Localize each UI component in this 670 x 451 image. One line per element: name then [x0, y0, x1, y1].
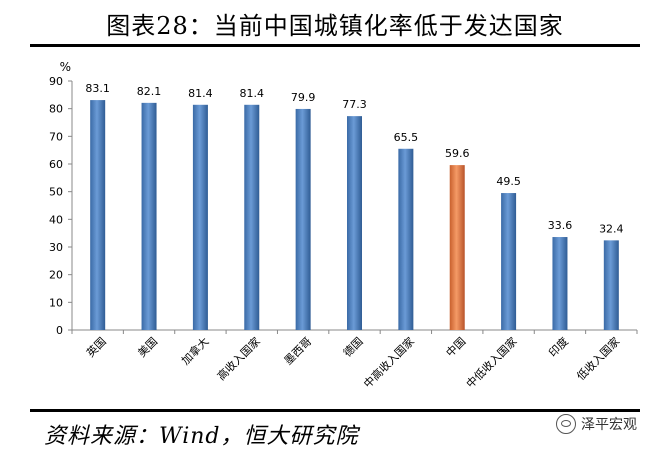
y-tick-label: 80	[49, 103, 63, 116]
watermark: 泽平宏观	[556, 414, 637, 434]
watermark-text: 泽平宏观	[581, 417, 637, 433]
y-unit-label: %	[60, 60, 71, 74]
category-label: 英国	[83, 334, 108, 359]
bar-value-label: 32.4	[599, 222, 624, 235]
bottom-rule	[30, 409, 640, 412]
y-tick-label: 30	[49, 241, 63, 254]
bar-value-label: 59.6	[445, 147, 470, 160]
category-label: 德国	[340, 334, 365, 359]
y-tick-label: 70	[49, 130, 63, 143]
bar-chart: 0 10 20 30 40 50 60 70 80 90% 83.1 82.1 81.4 81.4 79.…	[49, 60, 638, 391]
bar-6	[347, 116, 362, 331]
source-note: 资料来源：Wind，恒大研究院	[44, 424, 359, 449]
bar-7	[398, 148, 414, 330]
y-tick-label: 20	[49, 269, 63, 282]
bar-value-label: 81.4	[240, 87, 265, 100]
category-label: 低收入国家	[574, 334, 623, 383]
bar-8	[449, 165, 465, 330]
category-label: 美国	[135, 335, 160, 360]
bar-value-label: 65.5	[394, 131, 419, 144]
category-label: 中低收入国家	[463, 334, 520, 391]
y-tick-label: 10	[49, 296, 63, 309]
y-tick-label: 0	[56, 324, 63, 337]
bar-2	[141, 102, 157, 331]
category-label: 中高收入国家	[360, 334, 417, 391]
bar-value-label: 81.4	[188, 87, 213, 100]
bar-value-label: 33.6	[548, 219, 573, 232]
top-rule	[30, 44, 640, 47]
category-label: 墨西哥	[282, 335, 315, 368]
bar-4	[244, 104, 260, 330]
y-tick-label: 90	[49, 75, 63, 88]
bar-value-label: 82.1	[137, 85, 162, 98]
category-label: 中国	[444, 335, 469, 360]
y-tick-label: 50	[49, 186, 63, 199]
y-tick-label: 40	[49, 213, 63, 226]
category-label: 印度	[546, 334, 571, 359]
bar-10	[552, 237, 568, 330]
bar-11	[603, 240, 619, 330]
bar-1	[90, 100, 106, 330]
bar-value-label: 49.5	[496, 175, 521, 188]
bar-value-label: 83.1	[85, 82, 110, 95]
bar-9	[501, 193, 517, 330]
wechat-icon	[556, 414, 576, 434]
y-tick-label: 60	[49, 158, 63, 171]
bar-value-label: 79.9	[291, 91, 316, 104]
bar-5	[295, 108, 311, 331]
bar-3	[192, 104, 208, 330]
category-label: 高收入国家	[214, 334, 263, 383]
category-label: 加拿大	[178, 334, 211, 367]
chart-title: 图表28：当前中国城镇化率低于发达国家	[106, 12, 564, 40]
bar-value-label: 77.3	[342, 98, 367, 111]
